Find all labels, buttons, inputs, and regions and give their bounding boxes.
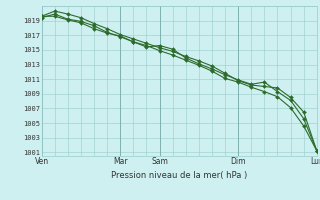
X-axis label: Pression niveau de la mer( hPa ): Pression niveau de la mer( hPa ) [111,171,247,180]
